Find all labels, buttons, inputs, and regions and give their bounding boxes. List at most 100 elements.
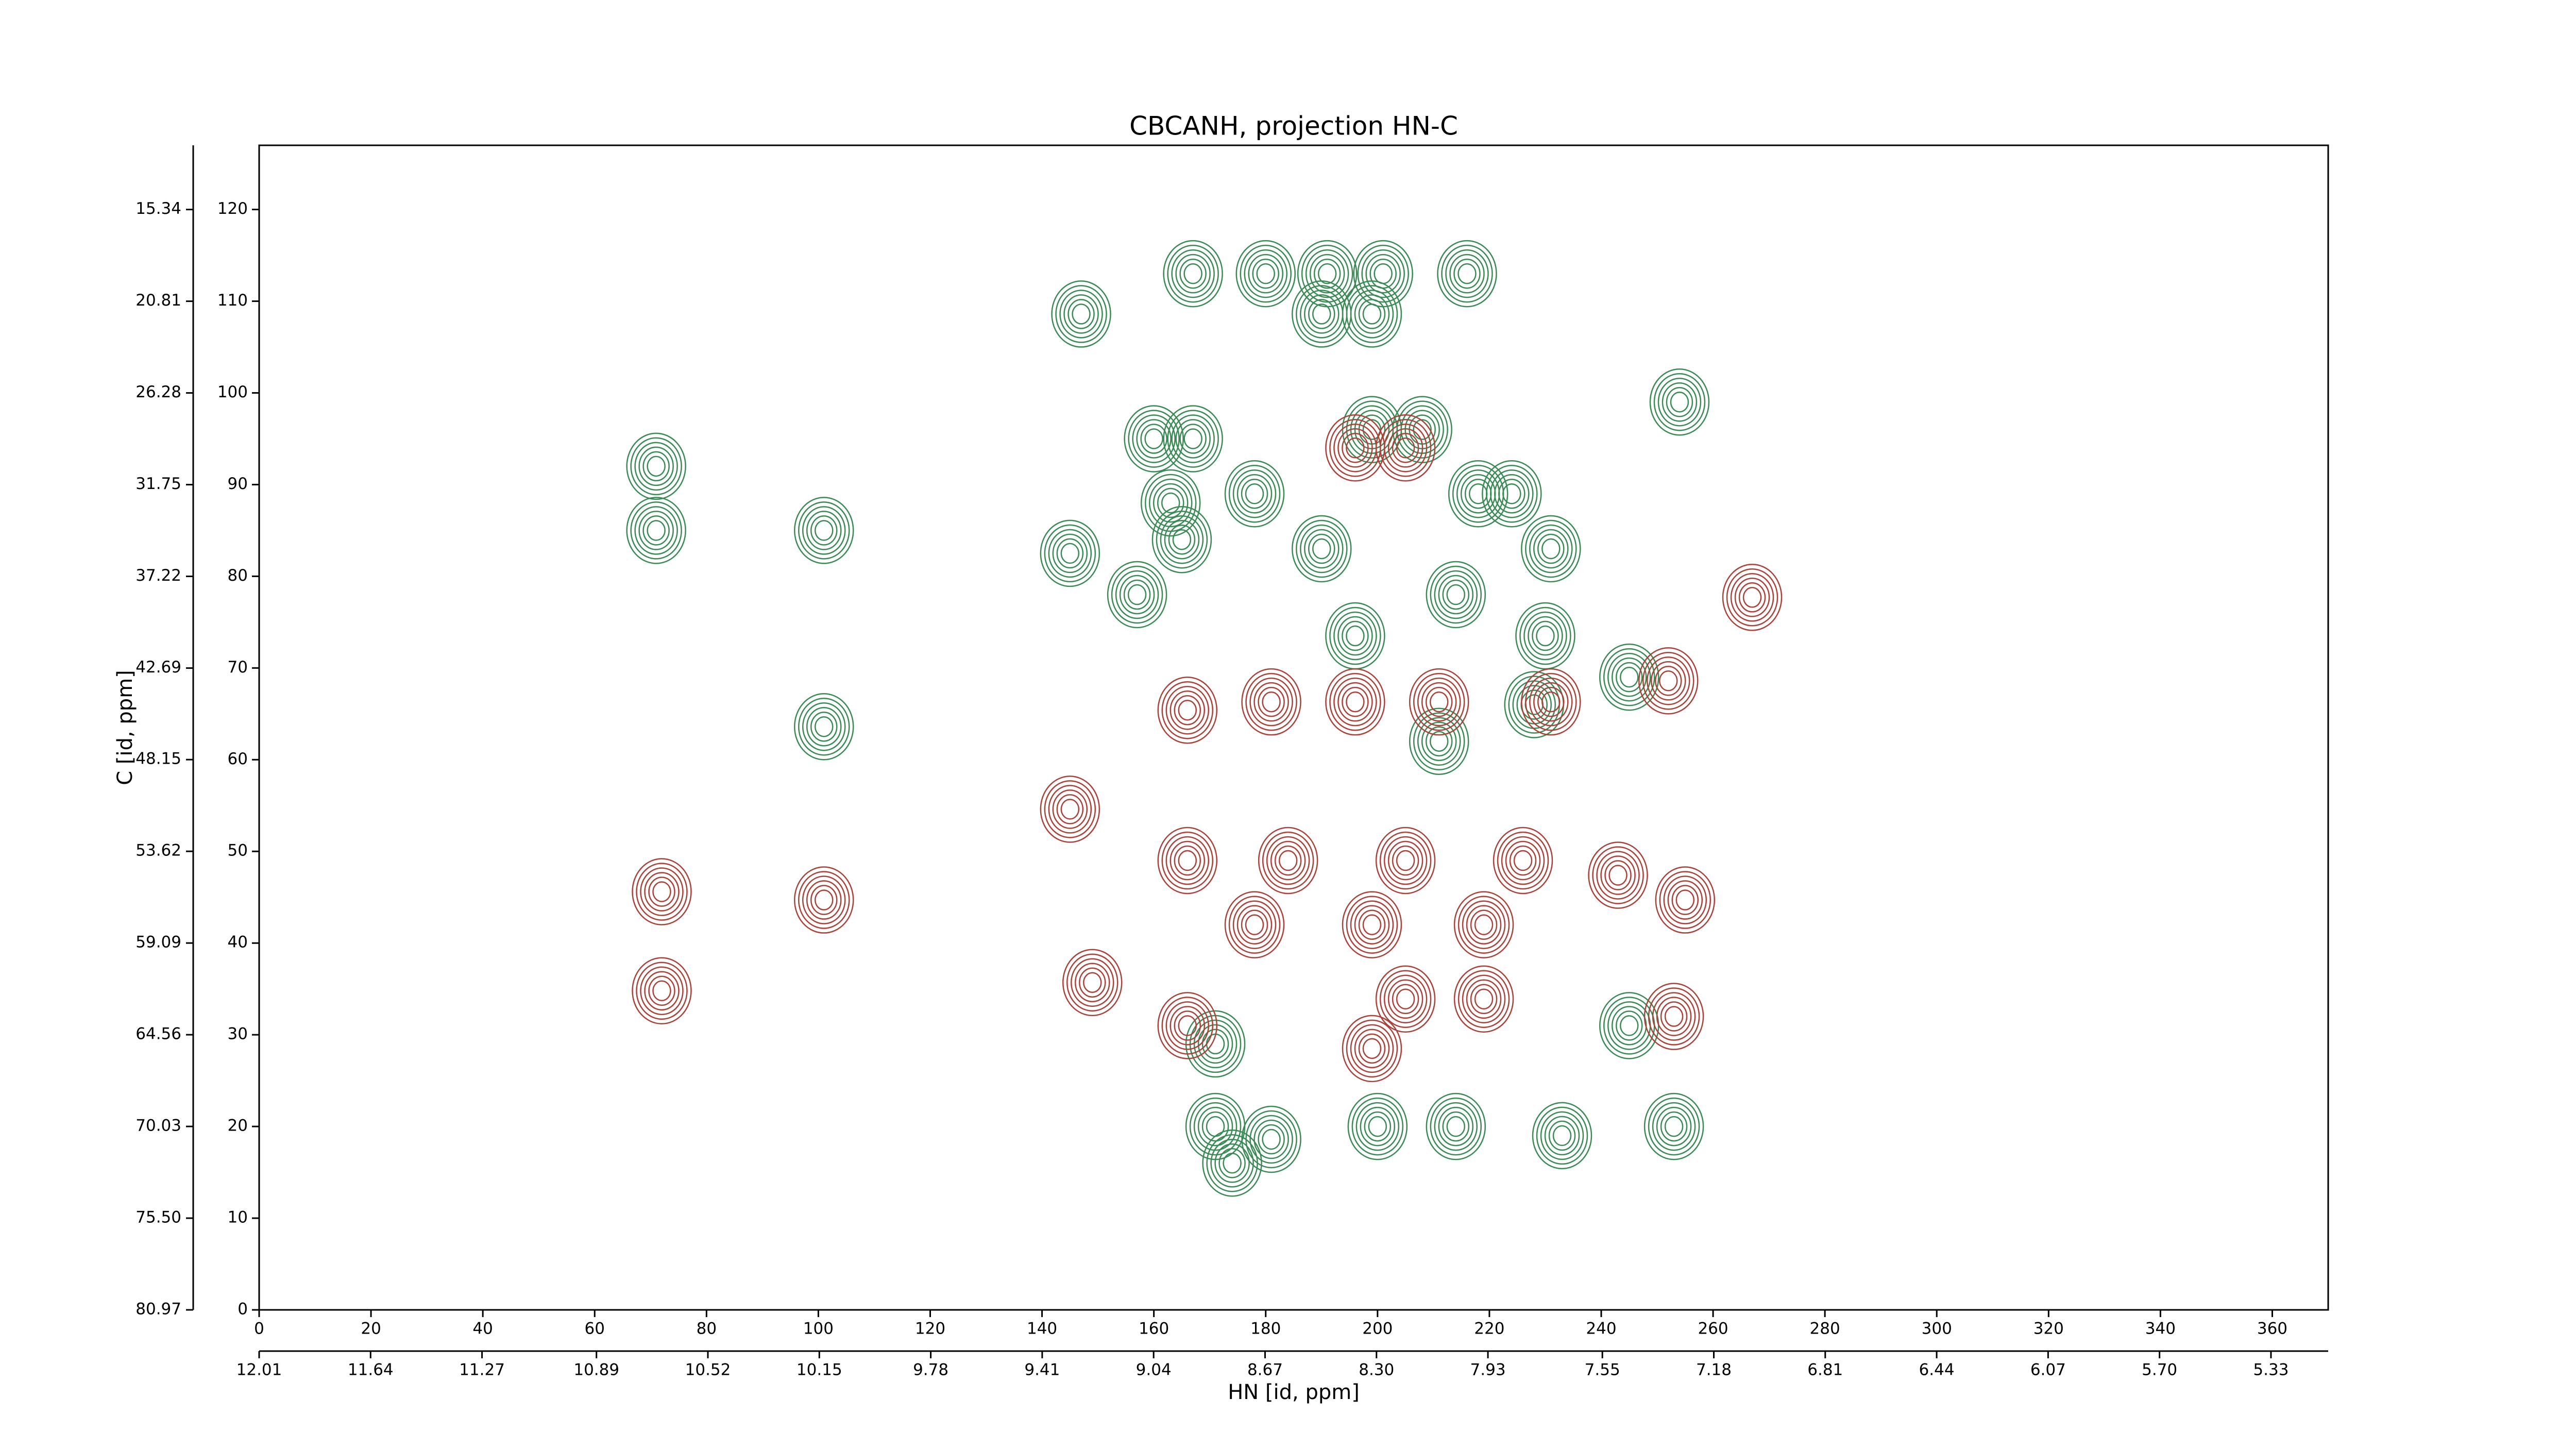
contour-level bbox=[1482, 460, 1542, 528]
contour-level bbox=[1442, 579, 1470, 610]
contour-level bbox=[1228, 464, 1281, 523]
peak bbox=[1588, 841, 1648, 909]
contour-level bbox=[1337, 616, 1373, 656]
contour-level bbox=[1523, 611, 1567, 661]
contour-level bbox=[1201, 1111, 1229, 1142]
contour-level bbox=[1360, 1106, 1396, 1147]
contour-level bbox=[1253, 682, 1289, 722]
contour-level bbox=[630, 437, 682, 496]
y-tick-label: 110 bbox=[217, 291, 248, 310]
contour-level bbox=[1119, 575, 1155, 615]
contour-level bbox=[1509, 845, 1537, 876]
contour-level bbox=[1529, 677, 1573, 727]
contour-level bbox=[1224, 891, 1285, 958]
contour-level bbox=[1648, 1097, 1700, 1156]
contour-level bbox=[1249, 1115, 1293, 1164]
contour-level bbox=[1648, 987, 1700, 1046]
contour-level bbox=[1044, 780, 1096, 838]
contour-level bbox=[634, 506, 678, 555]
contour-level bbox=[647, 456, 666, 477]
contour-level bbox=[1157, 676, 1218, 744]
contour-level bbox=[1497, 831, 1549, 890]
y2-tick-label: 20.81 bbox=[135, 291, 181, 310]
contour-level bbox=[1656, 1106, 1692, 1147]
contour-level bbox=[1421, 682, 1457, 722]
contour-level bbox=[1171, 414, 1215, 463]
peak bbox=[1722, 564, 1783, 631]
contour-level bbox=[1434, 1102, 1478, 1151]
peak bbox=[1224, 460, 1285, 528]
contour-level bbox=[1666, 387, 1693, 417]
y2-tick-label: 15.34 bbox=[135, 199, 181, 218]
contour-level bbox=[1197, 1106, 1233, 1147]
contour-level bbox=[1505, 840, 1541, 881]
contour-level bbox=[798, 871, 850, 929]
contour-level bbox=[1611, 1006, 1647, 1046]
contour-level bbox=[1305, 249, 1349, 298]
contour-level bbox=[1210, 1139, 1254, 1188]
contour-level bbox=[1193, 1102, 1238, 1151]
contour-level bbox=[1664, 1006, 1684, 1027]
y-tick-label: 10 bbox=[228, 1208, 248, 1227]
peak bbox=[1342, 891, 1402, 958]
x2-tick-label: 9.41 bbox=[1024, 1361, 1060, 1379]
contour-level bbox=[1387, 840, 1423, 881]
contour-level bbox=[1245, 483, 1264, 504]
contour-level bbox=[1652, 992, 1696, 1041]
contour-level bbox=[1615, 662, 1643, 693]
contour-level bbox=[1619, 666, 1639, 688]
contour-level bbox=[1325, 668, 1385, 736]
contour-level bbox=[1600, 855, 1636, 895]
contour-level bbox=[1409, 707, 1469, 775]
contour-level bbox=[1060, 799, 1080, 820]
contour-level bbox=[1438, 575, 1474, 615]
contour-level bbox=[1456, 469, 1500, 518]
contour-level bbox=[1144, 474, 1197, 532]
contour-level bbox=[1337, 428, 1373, 468]
contour-level bbox=[1136, 419, 1172, 459]
peak bbox=[1325, 668, 1385, 736]
peak bbox=[1649, 368, 1710, 436]
peak bbox=[1353, 240, 1413, 308]
contour-level bbox=[806, 706, 842, 747]
contour-level bbox=[1396, 437, 1415, 459]
contour-level bbox=[1417, 717, 1461, 766]
contour-level bbox=[1383, 836, 1428, 885]
contour-level bbox=[1536, 1106, 1588, 1165]
contour-level bbox=[794, 497, 854, 564]
contour-level bbox=[1164, 519, 1200, 560]
contour-level bbox=[1442, 1111, 1470, 1142]
contour-level bbox=[1346, 437, 1365, 459]
y-tick-label: 80 bbox=[228, 566, 248, 585]
peak bbox=[794, 693, 854, 761]
contour-level bbox=[1170, 690, 1206, 730]
peak bbox=[1409, 668, 1469, 736]
contour-level bbox=[1055, 285, 1107, 343]
contour-level bbox=[1375, 414, 1436, 482]
contour-level bbox=[1224, 460, 1285, 528]
contour-level bbox=[1671, 885, 1699, 915]
peak bbox=[1157, 676, 1218, 744]
contour-level bbox=[1262, 691, 1281, 713]
contour-level bbox=[1358, 909, 1386, 940]
contour-level bbox=[1346, 1019, 1398, 1078]
contour-level bbox=[1448, 460, 1509, 528]
y-tick-label: 50 bbox=[228, 841, 248, 860]
contour-level bbox=[1649, 368, 1710, 436]
contour-level bbox=[1470, 984, 1498, 1014]
y2-tick-label: 64.56 bbox=[135, 1025, 181, 1043]
contour-level bbox=[1161, 997, 1214, 1055]
contour-level bbox=[1161, 681, 1214, 739]
peak bbox=[632, 858, 692, 925]
contour-level bbox=[1357, 244, 1409, 303]
contour-level bbox=[1333, 611, 1377, 661]
contour-level bbox=[1387, 428, 1423, 468]
contour-level bbox=[1519, 606, 1571, 665]
contour-level bbox=[1170, 840, 1206, 881]
contour-level bbox=[1236, 474, 1273, 514]
contour-level bbox=[794, 866, 854, 934]
contour-level bbox=[1615, 1010, 1643, 1041]
contour-level bbox=[1342, 686, 1369, 717]
peak bbox=[1124, 405, 1184, 473]
contour-level bbox=[1174, 845, 1201, 876]
